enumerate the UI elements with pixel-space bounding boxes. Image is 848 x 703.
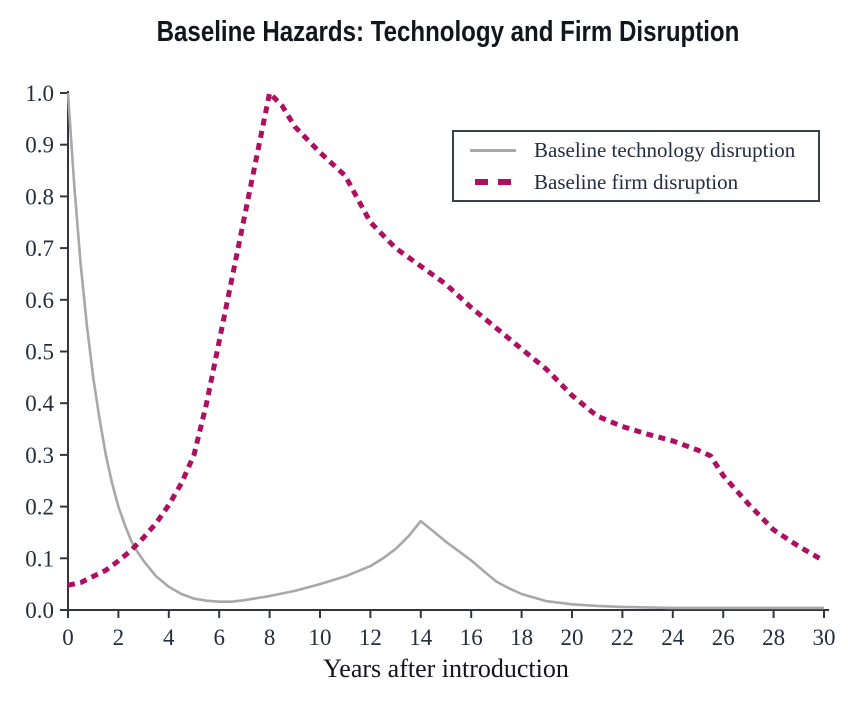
legend-label-technology: Baseline technology disruption (534, 137, 796, 162)
y-tick-label: 0.1 (25, 546, 54, 571)
x-tick-label: 4 (163, 625, 175, 650)
x-tick-label: 10 (309, 625, 332, 650)
y-tick-label: 1.0 (25, 81, 54, 106)
x-tick-label: 30 (813, 625, 836, 650)
technology-curve (66, 92, 824, 610)
technology-line-swatch-icon (464, 148, 522, 152)
y-tick-label: 0.0 (25, 598, 54, 623)
y-tick-label: 0.6 (25, 288, 54, 313)
x-tick-label: 16 (460, 625, 483, 650)
x-tick-label: 14 (409, 625, 433, 650)
y-tick-label: 0.5 (25, 340, 54, 365)
x-axis-label: Years after introduction (323, 654, 569, 683)
legend: Baseline technology disruption Baseline … (452, 130, 820, 202)
y-tick-label: 0.9 (25, 133, 54, 158)
x-tick-label: 26 (712, 625, 735, 650)
y-tick-label: 0.2 (25, 495, 54, 520)
x-tick-label: 2 (113, 625, 125, 650)
legend-item-technology: Baseline technology disruption (464, 134, 818, 166)
y-tick-label: 0.4 (25, 391, 54, 416)
y-tick-label: 0.7 (25, 236, 54, 261)
legend-label-firm: Baseline firm disruption (534, 169, 739, 194)
firm-dashed-swatch-icon (464, 179, 522, 185)
x-tick-label: 18 (510, 625, 533, 650)
x-tick-label: 28 (762, 625, 785, 650)
y-tick-label: 0.8 (25, 184, 54, 209)
x-tick-label: 6 (213, 625, 225, 650)
x-tick-label: 0 (62, 625, 74, 650)
x-tick-label: 20 (561, 625, 584, 650)
firm-curve (67, 90, 826, 588)
x-tick-label: 12 (359, 625, 382, 650)
x-tick-label: 8 (264, 625, 276, 650)
x-tick-label: 24 (661, 625, 685, 650)
x-tick-label: 22 (611, 625, 634, 650)
y-tick-label: 0.3 (25, 443, 54, 468)
legend-item-firm: Baseline firm disruption (464, 166, 818, 198)
chart-title: Baseline Hazards: Technology and Firm Di… (156, 16, 740, 48)
